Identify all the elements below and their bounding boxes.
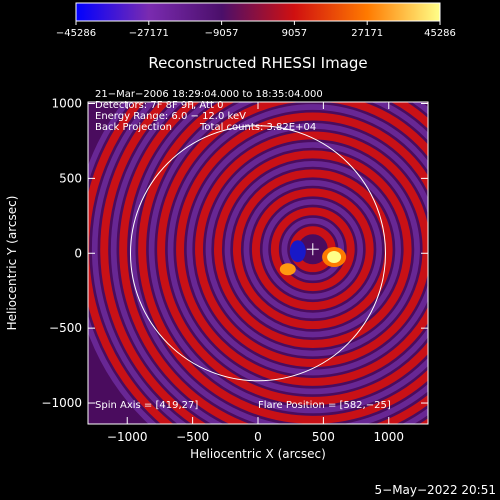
x-tick-label: −1000 [107, 430, 148, 444]
y-tick-label: 1000 [51, 96, 82, 110]
y-tick-label: 500 [59, 171, 82, 185]
fringe-ring-red [176, 112, 428, 386]
fringe-ring-red [232, 169, 393, 330]
y-tick-label: 0 [74, 246, 82, 260]
timestamp: 5−May−2022 20:51 [375, 483, 497, 497]
solar-disk-circle [130, 125, 386, 382]
x-axis-ticks: −1000 −500 0 500 1000 [107, 102, 404, 444]
colorbar-tick-label: −27171 [129, 28, 169, 39]
y-axis-ticks: −1000 −500 0 500 1000 [41, 96, 428, 410]
fringe-ring-purple [205, 142, 420, 357]
colorbar [75, 2, 441, 22]
fringe-ring-purple [167, 104, 428, 395]
y-tick-label: −1000 [41, 396, 82, 410]
fringe-ring-purple [148, 102, 428, 414]
image-area [88, 102, 428, 424]
x-tick-label: 500 [312, 430, 335, 444]
fringe-ring-red [195, 131, 428, 367]
fringe-ring-red [119, 102, 428, 424]
chart-title: Reconstructed RHESSI Image [148, 54, 367, 72]
annotation-energy-range: Energy Range: 6.0 − 12.0 keV [95, 111, 246, 122]
secondary-blob [279, 263, 296, 276]
colorbar-tick-label: −45286 [56, 28, 96, 39]
fringe-ring-purple [262, 198, 364, 300]
colorbar-tick-label: 9057 [282, 28, 307, 39]
annotation-method: Back Projection [95, 122, 172, 133]
fringe-ring-purple [91, 102, 188, 424]
x-axis-label: Heliocentric X (arcsec) [190, 447, 326, 461]
colorbar-tick-label: 27171 [351, 28, 383, 39]
colorbar-tick-label: 45286 [424, 28, 456, 39]
annotation-total-counts: Total counts: 3.82E+04 [199, 122, 316, 133]
annotation-block: 21−Mar−2006 18:29:04.000 to 18:35:04.000… [95, 89, 323, 133]
y-tick-label: −500 [49, 321, 82, 335]
x-tick-label: 1000 [373, 430, 404, 444]
fringe-ring-purple [224, 161, 401, 338]
colorbar-ticks: −45286 −27171 −9057 9057 27171 45286 [56, 21, 456, 39]
annotation-detectors: Detectors: 7F 8F 9F, Att 0 [95, 100, 223, 111]
fringe-ring-red [270, 207, 355, 292]
fringe-ring-purple [129, 102, 428, 424]
fringe-ring-red [100, 102, 428, 424]
flare-blob-core [327, 251, 342, 264]
fringe-ring-purple [110, 102, 428, 424]
flare-position-label: Flare Position = [582,−25] [258, 400, 391, 411]
fringe-ring-red [251, 188, 374, 311]
fringe-ring-purple [243, 180, 383, 319]
fringe-ring-red [214, 150, 412, 349]
x-tick-label: 0 [254, 430, 262, 444]
source-blobs [279, 240, 347, 276]
negative-blob [289, 240, 306, 263]
colorbar-tick-label: −9057 [205, 28, 239, 39]
y-axis-label: Heliocentric Y (arcsec) [5, 196, 19, 331]
annotation-time-range: 21−Mar−2006 18:29:04.000 to 18:35:04.000 [95, 89, 323, 100]
fringe-rings [88, 102, 428, 424]
fringe-ring-red [138, 102, 428, 424]
flare-crosshair [306, 243, 319, 256]
x-tick-label: −500 [176, 430, 209, 444]
fringe-ring-red [157, 102, 428, 405]
spin-axis-label: Spin Axis = [419,27] [95, 400, 198, 411]
fringe-ring-purple [186, 123, 428, 376]
